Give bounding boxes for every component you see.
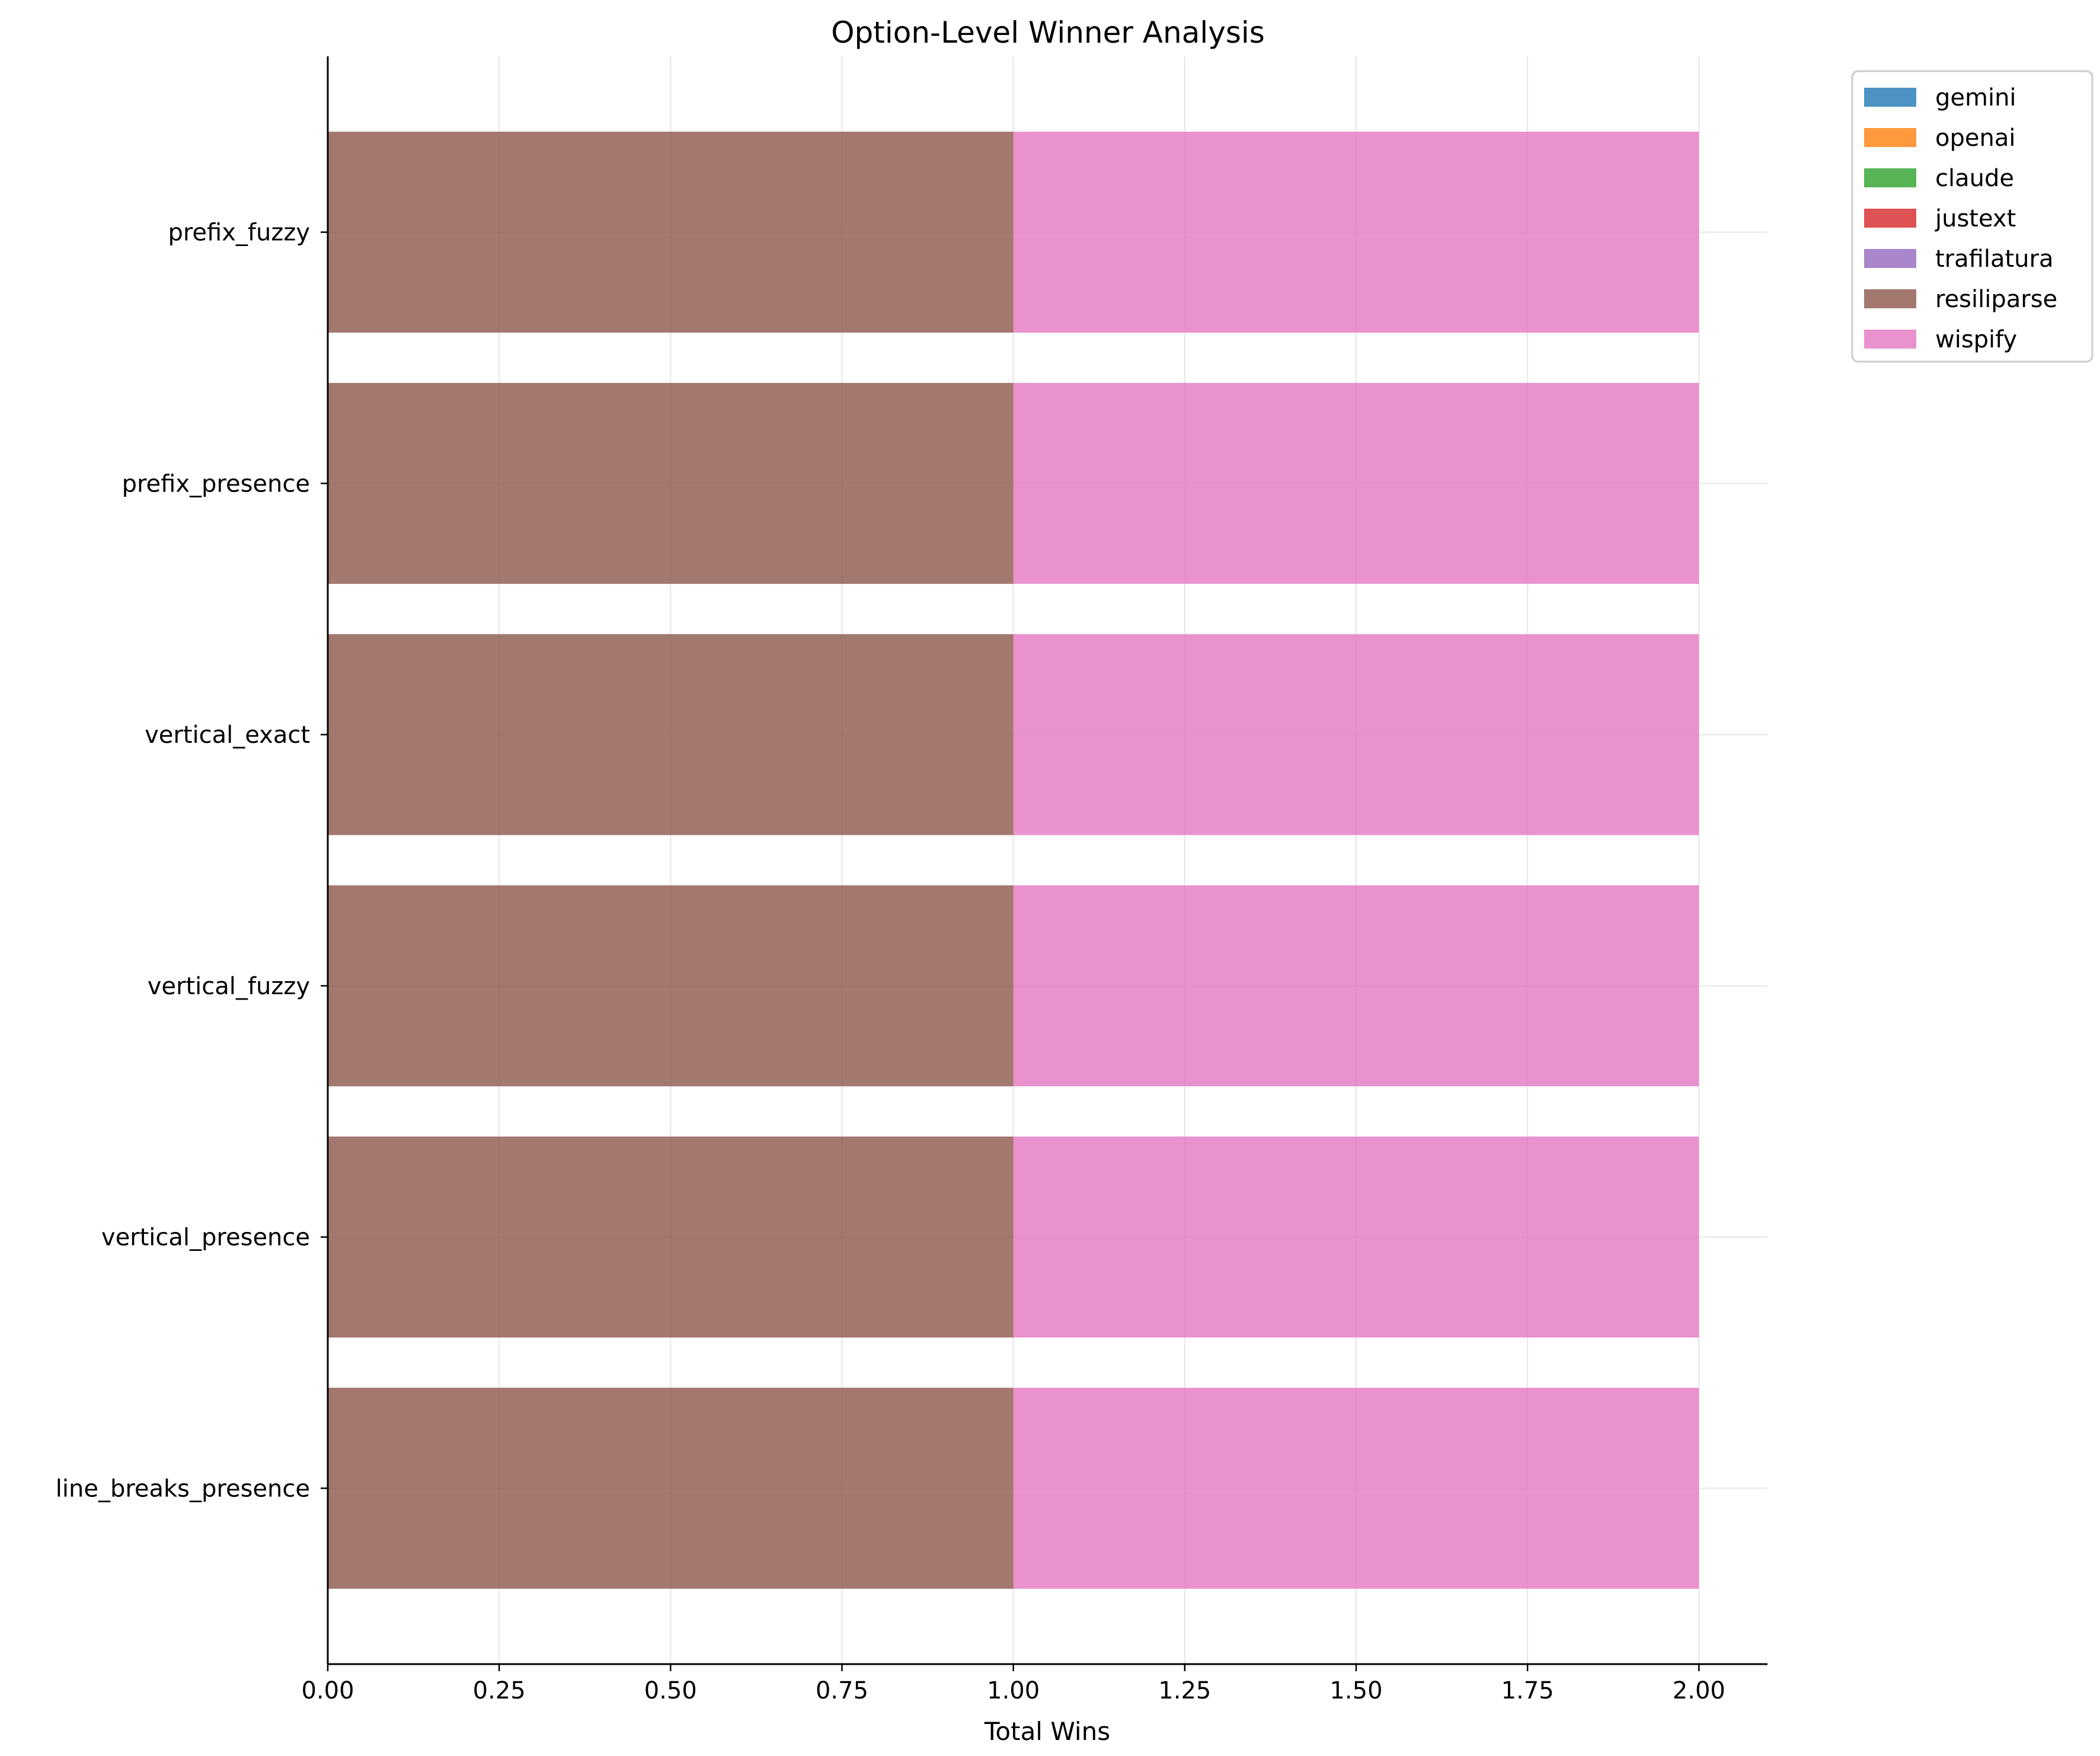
bar-resiliparse <box>328 1387 1014 1589</box>
x-tick-label: 1.25 <box>1158 1677 1211 1704</box>
legend: gemini openai claude justext trafilatura resi… <box>1851 70 2093 363</box>
bar-wispify <box>1013 132 1699 333</box>
y-tick-label: line_breaks_presence <box>56 1475 310 1502</box>
legend-label: trafilatura <box>1935 245 2053 273</box>
bar-wispify <box>1013 382 1699 584</box>
legend-label: resiliparse <box>1935 286 2057 313</box>
legend-swatch <box>1864 209 1916 228</box>
legend-label: openai <box>1935 124 2015 152</box>
legend-swatch <box>1864 330 1916 349</box>
x-tick-label: 0.75 <box>816 1677 868 1704</box>
x-tick-label: 0.50 <box>644 1677 697 1704</box>
x-tick-label: 1.00 <box>987 1677 1040 1704</box>
y-tick-label: vertical_exact <box>145 721 310 749</box>
x-tick-label: 0.25 <box>473 1677 526 1704</box>
x-tick-label: 0.00 <box>301 1677 354 1704</box>
bars <box>328 132 1699 1589</box>
bar-resiliparse <box>328 382 1014 584</box>
bar-resiliparse <box>328 1136 1014 1338</box>
y-ticks: prefix_fuzzy prefix_presence vertical_exac… <box>56 219 328 1502</box>
bar-resiliparse <box>328 885 1014 1087</box>
legend-swatch <box>1864 88 1916 107</box>
y-tick-label: vertical_presence <box>101 1224 310 1251</box>
bar-wispify <box>1013 1136 1699 1338</box>
x-ticks: 0.00 0.25 0.50 0.75 1.00 1.25 1.50 1.75 2.00 <box>301 1664 1725 1704</box>
y-tick-label: prefix_fuzzy <box>168 219 310 247</box>
x-tick-label: 2.00 <box>1673 1677 1725 1704</box>
legend-label: wispify <box>1935 326 2017 353</box>
x-tick-label: 1.75 <box>1501 1677 1554 1704</box>
legend-swatch <box>1864 128 1916 147</box>
legend-swatch <box>1864 168 1916 187</box>
bar-wispify <box>1013 885 1699 1087</box>
x-tick-label: 1.50 <box>1329 1677 1382 1704</box>
bar-resiliparse <box>328 634 1014 835</box>
legend-label: claude <box>1935 165 2014 192</box>
bar-resiliparse <box>328 132 1014 333</box>
legend-swatch <box>1864 249 1916 268</box>
y-tick-label: prefix_presence <box>122 470 310 497</box>
bar-wispify <box>1013 634 1699 835</box>
y-tick-label: vertical_fuzzy <box>148 973 310 1000</box>
chart-title: Option-Level Winner Analysis <box>831 15 1265 50</box>
bar-wispify <box>1013 1387 1699 1589</box>
legend-label: gemini <box>1935 84 2016 111</box>
legend-swatch <box>1864 289 1916 308</box>
x-axis-label: Total Wins <box>984 1717 1110 1746</box>
legend-label: justext <box>1935 205 2016 232</box>
